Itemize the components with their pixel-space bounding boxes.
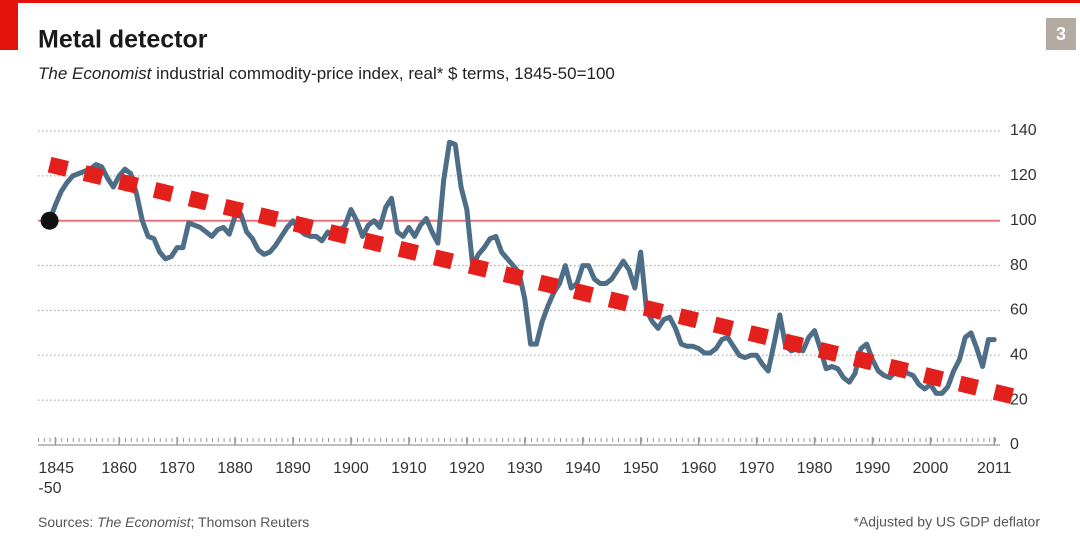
y-tick-label: 40 [1010, 347, 1028, 364]
y-tick-label: 0 [1010, 436, 1019, 453]
x-tick-label: 1970 [738, 460, 775, 477]
y-tick-label: 80 [1010, 257, 1028, 274]
x-tick-label: 1930 [506, 460, 543, 477]
y-tick-label: 120 [1010, 167, 1037, 184]
x-tick-label: 1990 [854, 460, 891, 477]
page-number: 3 [1056, 24, 1066, 44]
corner-tag [0, 0, 18, 50]
series-line [47, 139, 997, 396]
x-tick-label: 1910 [391, 460, 427, 477]
y-tick-label: 140 [1010, 122, 1037, 139]
x-tick-label: 1960 [680, 460, 717, 477]
x-tick-label: 1940 [564, 460, 601, 477]
y-tick-label: 60 [1010, 302, 1028, 319]
trend-line [47, 156, 1031, 408]
x-tick-label: 1950 [622, 460, 659, 477]
x-tick-label: 1920 [449, 460, 485, 477]
source-italic: The Economist [97, 514, 191, 530]
page-number-box [1046, 18, 1076, 50]
x-tick-label: 1980 [796, 460, 833, 477]
x-tick-label: 1845 -50 [38, 460, 74, 497]
subtitle-italic: The Economist [38, 64, 153, 83]
x-tick-label: 2000 [912, 460, 949, 477]
source-rest: ; Thomson Reuters [191, 514, 310, 530]
y-tick-label: 20 [1010, 391, 1028, 408]
x-tick-label: 1860 [101, 460, 137, 477]
x-tick-label: 2011 [977, 460, 1012, 477]
source: Sources: The Economist; Thomson Reuters [38, 514, 309, 530]
subtitle: The Economist industrial commodity-price… [38, 64, 615, 83]
x-tick-label: 1880 [217, 460, 253, 477]
chart-title: Metal detector [38, 26, 208, 54]
y-tick-label: 100 [1010, 212, 1037, 229]
x-tick-label: 1870 [159, 460, 195, 477]
footnote: *Adjusted by US GDP deflator [853, 514, 1040, 530]
start-marker [40, 211, 59, 230]
x-tick-label: 1890 [275, 460, 311, 477]
x-tick-label: 1900 [333, 460, 369, 477]
subtitle-rest: industrial commodity-price index, real* … [151, 64, 614, 83]
source-prefix: Sources: [38, 514, 97, 530]
top-rule [0, 0, 1080, 3]
